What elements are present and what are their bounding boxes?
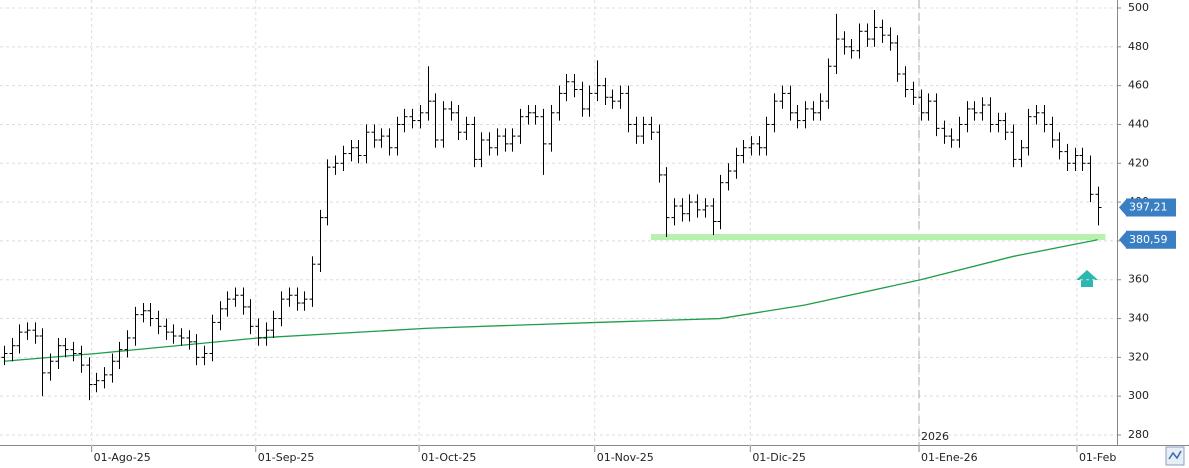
y-tick-label: 280 — [1128, 428, 1149, 441]
y-tick-label: 460 — [1128, 79, 1149, 92]
y-tick-label: 420 — [1128, 156, 1149, 169]
y-tick-label: 480 — [1128, 40, 1149, 53]
y-tick-label: 440 — [1128, 117, 1149, 130]
year-label: 2026 — [921, 430, 949, 443]
price-pointer — [1119, 199, 1126, 216]
x-tick-label: 01-Ene-26 — [921, 451, 978, 464]
price-label: 397,21 — [1129, 201, 1168, 214]
y-tick-label: 300 — [1128, 389, 1149, 402]
x-tick-label: 01-Ago-25 — [94, 451, 151, 464]
x-tick-label: 01-Feb — [1079, 451, 1116, 464]
x-tick-label: 01-Oct-25 — [421, 451, 476, 464]
x-tick-label: 01-Dic-25 — [752, 451, 806, 464]
y-tick-label: 320 — [1128, 350, 1149, 363]
price-pointer — [1119, 231, 1126, 248]
x-tick-label: 01-Nov-25 — [597, 451, 654, 464]
price-box — [1126, 230, 1176, 249]
y-tick-label: 340 — [1128, 312, 1149, 325]
moving-average — [3, 239, 1098, 362]
arrow-icon — [1076, 270, 1098, 287]
y-tick-label: 360 — [1128, 273, 1149, 286]
x-tick-label: 01-Sep-25 — [258, 451, 315, 464]
settings-icon — [1168, 450, 1182, 460]
y-tick-label: 500 — [1128, 1, 1149, 14]
price-label: 380,59 — [1129, 233, 1168, 246]
price-box — [1126, 198, 1176, 217]
